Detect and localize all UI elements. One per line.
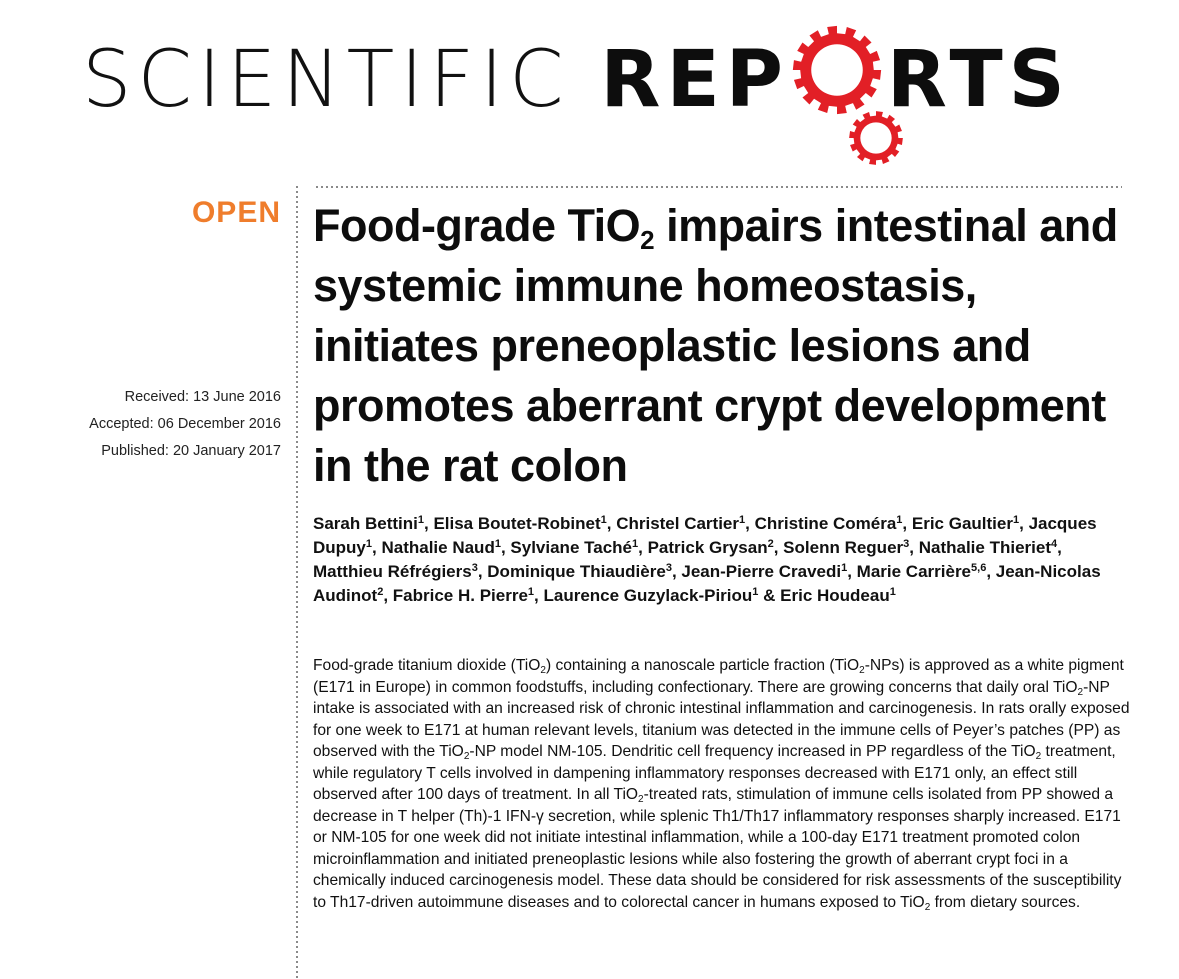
abstract-text: Food-grade titanium dioxide (TiO [313, 657, 541, 674]
logo-word-rts: RTS [886, 35, 1071, 125]
abstract-text: -NPs) is approved as a white pigment (E1… [313, 657, 1124, 696]
author-separator: , [745, 514, 755, 533]
author-separator: , [902, 514, 912, 533]
author-affiliation: 1 [896, 514, 903, 526]
author-name[interactable]: Marie Carrière [856, 562, 972, 581]
article-title: Food-grade TiO2 impairs intestinal and s… [313, 196, 1143, 496]
author-separator: , [372, 538, 382, 557]
author-name[interactable]: Sarah Bettini [313, 514, 418, 533]
author-name[interactable]: Nathalie Naud [381, 538, 495, 557]
abstract-text: -NP model NM-105. Dendritic cell frequen… [469, 743, 1036, 760]
author-affiliation: 3 [665, 562, 672, 574]
journal-masthead: SCIENTIFIC REP RTS [0, 0, 1179, 170]
journal-logo: SCIENTIFIC REP RTS [82, 24, 1071, 130]
author-separator: , [534, 586, 544, 605]
author-separator: , [477, 562, 488, 581]
author-name[interactable]: Christine Coméra [754, 514, 897, 533]
author-name[interactable]: Eric Houdeau [780, 586, 890, 605]
author-separator: , [1019, 514, 1029, 533]
author-affiliation: 5,6 [971, 562, 987, 574]
author-affiliation: 2 [377, 586, 384, 598]
author-name[interactable]: Elisa Boutet-Robinet [433, 514, 601, 533]
column-dotted-divider [296, 186, 298, 979]
author-name[interactable]: Jacques Dupuy [313, 514, 1097, 557]
author-separator: , [909, 538, 919, 557]
author-affiliation: 2 [767, 538, 774, 550]
author-affiliation: 1 [889, 586, 896, 598]
abstract-text: -treated rats, stimulation of immune cel… [313, 786, 1122, 911]
abstract-subscript: 2 [540, 665, 546, 676]
author-name[interactable]: Fabrice H. Pierre [392, 586, 528, 605]
gear-shape [792, 25, 882, 115]
abstract-subscript: 2 [924, 901, 931, 913]
header-dotted-rule [316, 186, 1122, 188]
author-affiliation: 1 [752, 586, 759, 598]
gear-shape [849, 111, 903, 165]
author-affiliation: 3 [471, 562, 478, 574]
abstract-text: ) containing a nanoscale particle fracti… [545, 657, 860, 674]
author-name[interactable]: Nathalie Thieriet [918, 538, 1051, 557]
title-part-2: impairs intestinal and systemic immune h… [313, 200, 1118, 491]
open-access-label: OPEN [191, 196, 281, 229]
abstract-subscript: 2 [638, 794, 644, 805]
author-affiliation: 1 [527, 586, 535, 598]
author-name[interactable]: Christel Cartier [616, 514, 740, 533]
abstract-text: from dietary sources. [930, 893, 1081, 911]
author-affiliation: 1 [494, 538, 501, 550]
author-name[interactable]: Laurence Guzylack-Piriou [543, 586, 753, 605]
abstract-subscript: 2 [1035, 751, 1042, 762]
author-separator: , [986, 562, 996, 581]
gear-large-icon [791, 24, 883, 116]
abstract-subscript: 2 [1077, 686, 1084, 698]
abstract-text: treatment, while regulatory T cells invo… [313, 743, 1116, 803]
author-name[interactable]: Eric Gaultier [911, 514, 1013, 533]
gear-small-icon [848, 110, 904, 166]
author-affiliation: 4 [1050, 538, 1058, 550]
abstract-text: -NP intake is associated with an increas… [313, 678, 1130, 761]
author-separator: , [638, 538, 648, 557]
author-affiliation: 1 [365, 538, 373, 550]
author-separator: , [1057, 538, 1062, 557]
author-affiliation: 1 [417, 514, 424, 526]
title-part-1: Food-grade TiO [313, 200, 641, 251]
author-name[interactable]: Jean-Nicolas Audinot [313, 562, 1101, 605]
logo-word-rep: REP [600, 35, 789, 125]
author-separator: , [847, 562, 857, 581]
author-name[interactable]: Jean-Pierre Cravedi [681, 562, 842, 581]
author-separator: , [671, 562, 682, 581]
author-separator: , [606, 514, 617, 533]
abstract-subscript: 2 [463, 751, 470, 762]
author-name[interactable]: Matthieu Réfrégiers [313, 562, 472, 581]
abstract: Food-grade titanium dioxide (TiO2) conta… [313, 655, 1131, 913]
publication-dates: Received: 13 June 2016 Accepted: 06 Dece… [89, 384, 281, 465]
received-date: Received: 13 June 2016 [124, 389, 281, 405]
author-affiliation: 1 [600, 514, 607, 526]
abstract-subscript: 2 [859, 665, 865, 676]
author-separator: , [500, 538, 511, 557]
author-list: Sarah Bettini1, Elisa Boutet-Robinet1, C… [313, 512, 1133, 608]
logo-word-scientific: SCIENTIFIC [82, 35, 570, 125]
author-affiliation: 3 [903, 538, 910, 550]
author-separator: , [773, 538, 784, 557]
author-affiliation: 1 [632, 538, 639, 550]
author-separator: & [758, 586, 781, 605]
author-separator: , [383, 586, 393, 605]
author-name[interactable]: Patrick Grysan [647, 538, 768, 557]
author-affiliation: 1 [739, 514, 746, 526]
author-affiliation: 1 [841, 562, 848, 574]
author-name[interactable]: Sylviane Taché [510, 538, 632, 557]
author-name[interactable]: Solenn Reguer [783, 538, 904, 557]
author-affiliation: 1 [1012, 514, 1020, 526]
author-separator: , [423, 514, 434, 533]
author-name[interactable]: Dominique Thiaudière [487, 562, 666, 581]
title-subscript: 2 [640, 225, 655, 255]
accepted-date: Accepted: 06 December 2016 [89, 416, 281, 432]
published-date: Published: 20 January 2017 [101, 443, 281, 459]
